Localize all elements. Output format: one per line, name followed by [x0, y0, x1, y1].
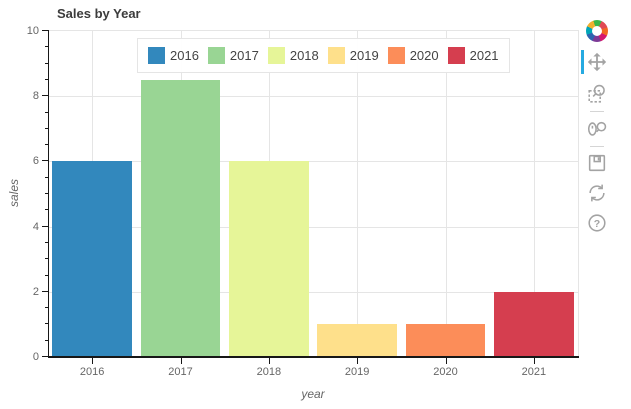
bar-2017 [140, 79, 221, 357]
y-major-tick [42, 290, 48, 292]
legend-entry-2021: 2021 [447, 47, 499, 64]
bar-2021 [494, 291, 574, 357]
x-axis: year 2016 2017 2018 2019 2020 2021 [48, 356, 578, 409]
legend-box: 2016 2017 2018 2019 2020 2021 [137, 38, 510, 73]
x-tick [533, 358, 535, 364]
x-tick [180, 358, 182, 364]
legend-entry-2017: 2017 [207, 47, 259, 64]
active-tool-indicator [581, 50, 584, 74]
pan-icon [586, 51, 608, 73]
x-tick [268, 358, 270, 364]
reset-tool-button[interactable] [585, 181, 609, 205]
y-minor-tick [45, 62, 48, 64]
y-minor-tick [45, 46, 48, 48]
x-tick [357, 358, 359, 364]
y-tick-label: 2 [32, 285, 39, 298]
legend-entry-2018: 2018 [267, 47, 319, 64]
legend-label: 2016 [170, 48, 199, 63]
legend-entry-2019: 2019 [327, 47, 379, 64]
legend-entry-2020: 2020 [387, 47, 439, 64]
help-icon: ? [586, 212, 608, 234]
wheel-zoom-icon [586, 118, 608, 140]
legend-label: 2019 [349, 48, 379, 63]
wheel-zoom-tool-button[interactable] [585, 117, 609, 141]
v-gridline [357, 31, 359, 357]
y-major-tick [42, 160, 48, 162]
y-major-tick [42, 95, 48, 97]
y-tick-label: 6 [32, 155, 39, 168]
bar-2016 [52, 161, 132, 357]
y-minor-tick [45, 323, 48, 325]
y-axis: 0 2 4 6 8 10 [0, 25, 48, 363]
y-minor-tick [45, 78, 48, 80]
y-tick-label: 8 [32, 90, 39, 103]
chart-title: Sales by Year [57, 6, 141, 21]
svg-text:?: ? [594, 218, 600, 230]
h-gridline [48, 291, 578, 293]
y-axis-title: sales [7, 178, 21, 208]
y-minor-tick [45, 241, 48, 243]
pan-tool-button[interactable] [585, 50, 609, 74]
help-tool-button[interactable]: ? [585, 211, 609, 235]
x-tick [445, 358, 447, 364]
y-minor-tick [45, 144, 48, 146]
box-zoom-icon [586, 83, 608, 105]
x-axis-line [48, 356, 579, 358]
bokeh-logo[interactable] [586, 20, 608, 42]
y-minor-tick [45, 111, 48, 113]
y-minor-tick [45, 339, 48, 341]
y-tick-label: 10 [26, 25, 39, 37]
x-tick-label: 2020 [433, 366, 458, 378]
legend-entry-2016: 2016 [148, 47, 199, 64]
bar-2020 [405, 324, 486, 357]
legend-swatch [327, 47, 345, 64]
y-minor-tick [45, 307, 48, 309]
x-axis-title: year [301, 387, 325, 401]
h-gridline [48, 96, 578, 98]
y-minor-tick [45, 193, 48, 194]
y-tick-label: 4 [32, 220, 39, 233]
y-major-tick [42, 30, 48, 31]
bar-2019 [317, 324, 397, 357]
toolbar-divider [590, 146, 604, 147]
toolbar-divider [590, 111, 604, 112]
legend-label: 2017 [229, 48, 259, 63]
x-tick-label: 2017 [168, 366, 193, 378]
x-tick-label: 2016 [79, 366, 105, 378]
legend-swatch [447, 47, 465, 64]
save-tool-button[interactable] [585, 151, 609, 175]
legend-swatch [267, 47, 285, 64]
v-gridline [533, 31, 535, 357]
x-tick-label: 2021 [521, 366, 547, 378]
y-major-tick [42, 356, 48, 357]
y-minor-tick [45, 258, 48, 260]
h-gridline [48, 161, 578, 163]
bar-2018 [229, 161, 309, 357]
y-major-tick [42, 225, 48, 227]
x-tick [92, 358, 94, 364]
y-tick-label: 0 [32, 351, 39, 363]
y-minor-tick [45, 209, 48, 211]
reset-icon [586, 182, 608, 204]
save-icon [586, 152, 608, 174]
legend-swatch [148, 47, 165, 64]
x-tick-label: 2019 [344, 366, 370, 378]
y-minor-tick [45, 127, 48, 129]
x-tick-label: 2018 [256, 366, 282, 378]
v-gridline [445, 31, 447, 357]
y-axis-line [48, 30, 49, 357]
y-minor-tick [45, 274, 48, 276]
plot-canvas[interactable] [48, 30, 579, 357]
y-minor-tick [45, 176, 48, 178]
legend-label: 2020 [409, 48, 439, 63]
box-zoom-tool-button[interactable] [585, 82, 609, 106]
legend-label: 2018 [289, 48, 319, 63]
legend-swatch [207, 47, 225, 64]
legend-swatch [387, 47, 405, 64]
h-gridline [48, 226, 578, 228]
legend-label: 2021 [469, 48, 499, 63]
toolbar: ? [580, 20, 614, 235]
